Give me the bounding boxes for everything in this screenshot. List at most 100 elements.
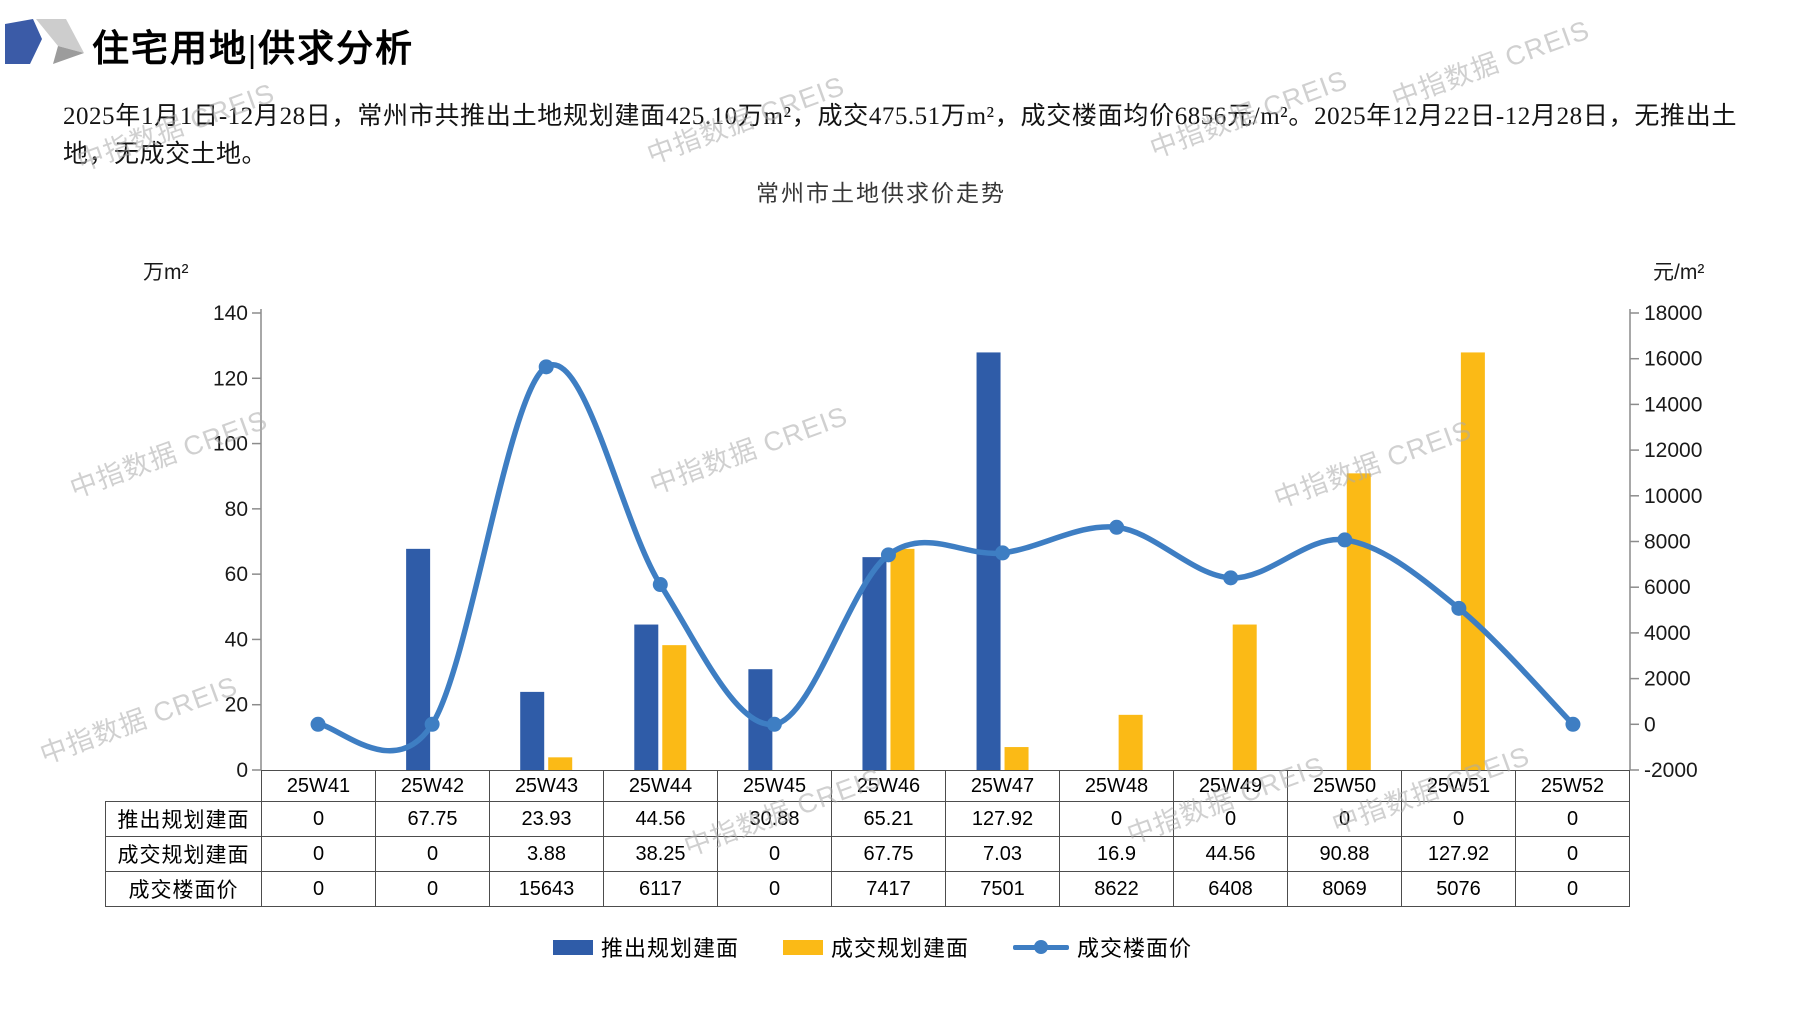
table-cell: 0 <box>1515 801 1630 837</box>
table-category-header: 25W45 <box>717 770 832 802</box>
table-cell: 0 <box>375 871 490 907</box>
table-cell: 0 <box>1515 871 1630 907</box>
price-line-marker <box>766 716 782 732</box>
table-cell: 0 <box>261 871 376 907</box>
legend-item-supply-bar: 推出规划建面 <box>553 931 739 963</box>
bar-supply <box>520 691 545 770</box>
table-cell: 0 <box>261 801 376 837</box>
table-cell: 44.56 <box>1173 836 1288 872</box>
table-cell: 15643 <box>489 871 604 907</box>
table-cell: 0 <box>1287 801 1402 837</box>
summary-text: 2025年1月1日-12月28日，常州市共推出土地规划建面425.10万m²，成… <box>63 103 1737 168</box>
bar-sold <box>1004 747 1029 770</box>
right-axis-tick-label: 16000 <box>1644 348 1702 371</box>
table-cell: 5076 <box>1401 871 1516 907</box>
legend-swatch-line <box>1013 939 1070 955</box>
legend-label: 成交规划建面 <box>831 936 970 961</box>
price-line-marker <box>538 359 554 375</box>
price-line-marker <box>1109 519 1125 535</box>
table-cell: 3.88 <box>489 836 604 872</box>
price-line-marker <box>310 716 326 732</box>
bar-sold <box>548 757 573 770</box>
table-cell: 127.92 <box>1401 836 1516 872</box>
right-axis-tick-label: 14000 <box>1644 393 1702 416</box>
table-cell: 0 <box>261 836 376 872</box>
table-cell: 23.93 <box>489 801 604 837</box>
bar-supply <box>634 624 659 770</box>
table-cell: 0 <box>1515 836 1630 872</box>
table-cell: 6117 <box>603 871 718 907</box>
table-corner-cell <box>105 770 262 802</box>
bar-supply <box>406 548 431 770</box>
right-axis-tick-label: 8000 <box>1644 531 1691 554</box>
bar-sold <box>1460 352 1485 770</box>
table-row: 推出规划建面 0 67.75 23.93 44.56 30.88 65.21 127.92 0 0… <box>105 801 1630 837</box>
table-cell: 7501 <box>945 871 1060 907</box>
table-category-header: 25W51 <box>1401 770 1516 802</box>
left-axis-tick-label: 100 <box>213 433 248 456</box>
right-axis-tick-label: 2000 <box>1644 668 1691 691</box>
chart-title: 常州市土地供求价走势 <box>756 181 1006 206</box>
table-cell: 0 <box>1059 801 1174 837</box>
price-line-marker <box>995 545 1011 561</box>
table-category-header: 25W47 <box>945 770 1060 802</box>
page-title: 住宅用地|供求分析 <box>92 29 415 70</box>
table-cell: 0 <box>717 836 832 872</box>
data-table: 25W41 25W42 25W43 25W44 25W45 25W46 25W47 25W48… <box>105 770 1630 907</box>
table-cell: 44.56 <box>603 801 718 837</box>
table-category-header: 25W44 <box>603 770 718 802</box>
table-category-header: 25W43 <box>489 770 604 802</box>
right-axis-tick-label: 18000 <box>1644 302 1702 325</box>
table-row: 成交规划建面 0 0 3.88 38.25 0 67.75 7.03 16.9 44.56 90.8… <box>105 836 1630 872</box>
left-axis-tick-label: 60 <box>225 563 248 586</box>
table-cell: 16.9 <box>1059 836 1174 872</box>
report-logo-icon <box>5 19 84 64</box>
table-cell: 0 <box>717 871 832 907</box>
legend-item-sold-bar: 成交规划建面 <box>783 931 969 963</box>
table-cell: 8069 <box>1287 871 1402 907</box>
right-axis-unit: 元/m² <box>1653 261 1705 284</box>
price-line-marker <box>1337 532 1353 548</box>
right-axis-tick-label: -2000 <box>1644 759 1698 782</box>
left-axis-tick-label: 20 <box>225 694 248 717</box>
price-line-marker <box>424 716 440 732</box>
table-row-label: 推出规划建面 <box>105 801 262 837</box>
bar-sold <box>890 548 915 770</box>
right-axis-tick-label: 6000 <box>1644 576 1691 599</box>
right-axis-tick-label: 4000 <box>1644 622 1691 645</box>
table-cell: 7417 <box>831 871 946 907</box>
legend-label: 推出规划建面 <box>601 936 740 961</box>
legend-line-marker <box>1034 939 1049 954</box>
table-category-header: 25W46 <box>831 770 946 802</box>
left-axis-tick-label: 140 <box>213 302 248 325</box>
table-cell: 67.75 <box>831 836 946 872</box>
table-cell: 38.25 <box>603 836 718 872</box>
table-row: 成交楼面价 0 0 15643 6117 0 7417 7501 8622 6408 8069 507… <box>105 871 1630 907</box>
table-category-header: 25W52 <box>1515 770 1630 802</box>
chart-legend: 推出规划建面 成交规划建面 成交楼面价 <box>553 931 1192 963</box>
bar-supply <box>976 352 1001 770</box>
bar-supply <box>862 557 887 770</box>
price-line-marker <box>1451 600 1467 616</box>
table-category-header: 25W41 <box>261 770 376 802</box>
table-cell: 30.88 <box>717 801 832 837</box>
right-axis-tick-label: 12000 <box>1644 439 1702 462</box>
legend-swatch-blue-bar <box>553 939 593 955</box>
table-cell: 65.21 <box>831 801 946 837</box>
table-category-header: 25W50 <box>1287 770 1402 802</box>
table-row-label: 成交楼面价 <box>105 871 262 907</box>
table-cell: 127.92 <box>945 801 1060 837</box>
bar-sold <box>1118 714 1143 770</box>
left-axis-unit: 万m² <box>143 261 189 284</box>
bar-sold <box>662 645 687 770</box>
table-cell: 0 <box>1401 801 1516 837</box>
table-category-header: 25W48 <box>1059 770 1174 802</box>
price-line-marker <box>1223 570 1239 586</box>
legend-item-price-line: 成交楼面价 <box>1013 931 1192 963</box>
table-category-header: 25W42 <box>375 770 490 802</box>
bar-sold <box>1232 624 1257 770</box>
legend-label: 成交楼面价 <box>1077 936 1193 961</box>
price-line <box>315 362 1576 754</box>
table-cell: 7.03 <box>945 836 1060 872</box>
